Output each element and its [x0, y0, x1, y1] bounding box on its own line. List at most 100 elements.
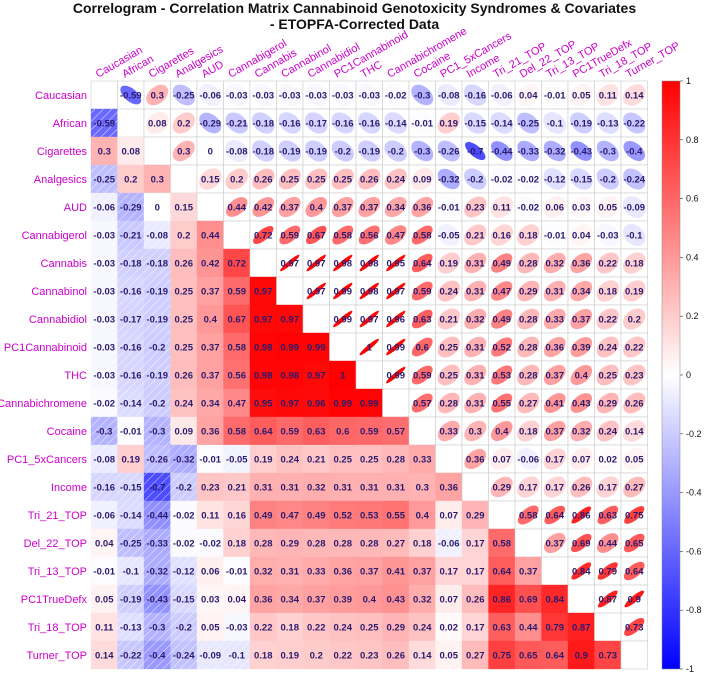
matrix-cell: 0.44 [514, 612, 542, 642]
correlation-label: -0.1 [123, 567, 140, 578]
correlation-ellipse [464, 224, 487, 246]
shade-cell [196, 416, 224, 446]
shade-cell [143, 164, 171, 194]
matrix-cell: 0.32 [302, 472, 330, 502]
matrix-cell: 0.79 [541, 612, 569, 642]
correlation-label: -0.03 [226, 91, 248, 102]
correlation-label: 0.97 [281, 315, 300, 326]
correlation-label: 0 [208, 147, 213, 158]
matrix-cell: 0.33 [541, 304, 569, 334]
correlation-ellipse [543, 280, 566, 302]
matrix-cell: 0.59 [408, 276, 436, 306]
correlation-label: 0.17 [546, 455, 565, 466]
matrix-cell: 0.02 [435, 612, 463, 642]
matrix-cell: 0.28 [382, 444, 410, 474]
matrix-cell: 0.29 [514, 276, 542, 306]
correlation-label: 0.08 [148, 119, 167, 130]
correlation-label: 0.95 [387, 259, 406, 270]
correlation-ellipse [225, 140, 249, 162]
correlation-label: 0.47 [387, 231, 406, 242]
matrix-cell: 0.65 [620, 528, 648, 558]
correlation-label: 0.56 [228, 371, 247, 382]
matrix-cell: -0.15 [461, 108, 489, 138]
matrix-cell: 0.31 [276, 556, 304, 586]
matrix-cell: 0.47 [382, 220, 410, 250]
correlation-label: 0.73 [599, 651, 618, 662]
correlation-label: 0.28 [254, 539, 273, 550]
correlation-label: 0.44 [599, 539, 618, 550]
correlation-label: 0.06 [201, 567, 220, 578]
matrix-cell: -0.22 [117, 640, 145, 670]
correlation-ellipse [146, 84, 169, 106]
matrix-cell: 0.64 [541, 640, 569, 670]
matrix-cell: 0.19 [620, 276, 648, 306]
correlation-label: -0.7 [149, 483, 165, 494]
matrix-cell: 0.05 [196, 612, 224, 642]
matrix-cell: 0.87 [567, 612, 595, 642]
correlation-label: 0.99 [334, 287, 353, 298]
matrix-cell: 0.98 [355, 248, 383, 278]
correlation-ellipse [596, 252, 619, 274]
correlation-label: 0.37 [546, 371, 565, 382]
correlation-label: 0.37 [201, 343, 220, 354]
matrix-cell: -0.16 [117, 332, 145, 362]
row-label: PC1Cannabinoid [4, 342, 87, 354]
correlation-ellipse [278, 196, 301, 218]
correlation-ellipse [570, 280, 593, 302]
correlation-ellipse [305, 112, 328, 134]
negative-hatch [91, 249, 118, 277]
correlation-label: -0.06 [491, 91, 513, 102]
matrix-cell: 0.24 [329, 612, 357, 642]
matrix-cell: -0.29 [196, 108, 224, 138]
correlation-ellipse [543, 420, 566, 442]
correlation-label: -0.25 [173, 91, 195, 102]
correlation-label: -0.15 [173, 595, 195, 606]
matrix-cell: 0.3 [143, 164, 171, 194]
correlation-label: 0.37 [546, 427, 565, 438]
correlation-label: 0.05 [572, 91, 591, 102]
correlation-label: -0.26 [438, 147, 460, 158]
matrix-cell: 0.11 [594, 80, 622, 110]
matrix-cell: -0.3 [408, 136, 436, 166]
matrix-cell: -0.02 [382, 80, 410, 110]
correlation-label: 0.59 [228, 287, 247, 298]
correlation-label: 0.24 [334, 623, 353, 634]
correlation-ellipse [622, 224, 646, 246]
correlation-ellipse [358, 112, 381, 134]
correlation-label: -0.18 [146, 259, 168, 270]
correlation-label: 0.37 [281, 203, 300, 214]
correlation-label: 0.37 [201, 287, 220, 298]
matrix-cell: -0.16 [276, 108, 304, 138]
correlation-ellipse [199, 112, 222, 134]
matrix-cell: 0.3 [461, 416, 489, 446]
correlation-ellipse [386, 254, 406, 272]
matrix-cell: 0.37 [541, 416, 569, 446]
matrix-cell: 0.03 [196, 584, 224, 614]
correlation-ellipse [490, 421, 513, 441]
matrix-cell: -0.24 [620, 164, 648, 194]
matrix-cell: -0.12 [541, 164, 569, 194]
correlation-ellipse [411, 196, 434, 218]
correlation-ellipse [569, 195, 593, 219]
correlation-label: 0.32 [307, 483, 326, 494]
correlation-label: 0.31 [466, 259, 485, 270]
matrix-cell: -0.17 [117, 304, 145, 334]
matrix-cell: 0.27 [514, 388, 542, 418]
correlation-label: 0.2 [628, 315, 641, 326]
correlation-ellipse [333, 310, 353, 328]
correlation-label: 0.24 [281, 455, 300, 466]
correlation-label: 0.36 [201, 427, 220, 438]
correlation-label: -0.1 [229, 651, 246, 662]
correlation-label: 0.07 [440, 511, 459, 522]
correlation-label: 0.32 [413, 595, 432, 606]
negative-hatch [91, 389, 118, 417]
correlation-label: 0.39 [572, 343, 591, 354]
matrix-cell: -0.03 [90, 248, 118, 278]
matrix-cell: 0.25 [329, 444, 357, 474]
correlation-label: 0.4 [204, 315, 218, 326]
correlation-label: -0.22 [120, 651, 142, 662]
shade-cell [117, 164, 145, 194]
correlation-label: 0.97 [281, 399, 300, 410]
correlation-ellipse [331, 168, 354, 190]
